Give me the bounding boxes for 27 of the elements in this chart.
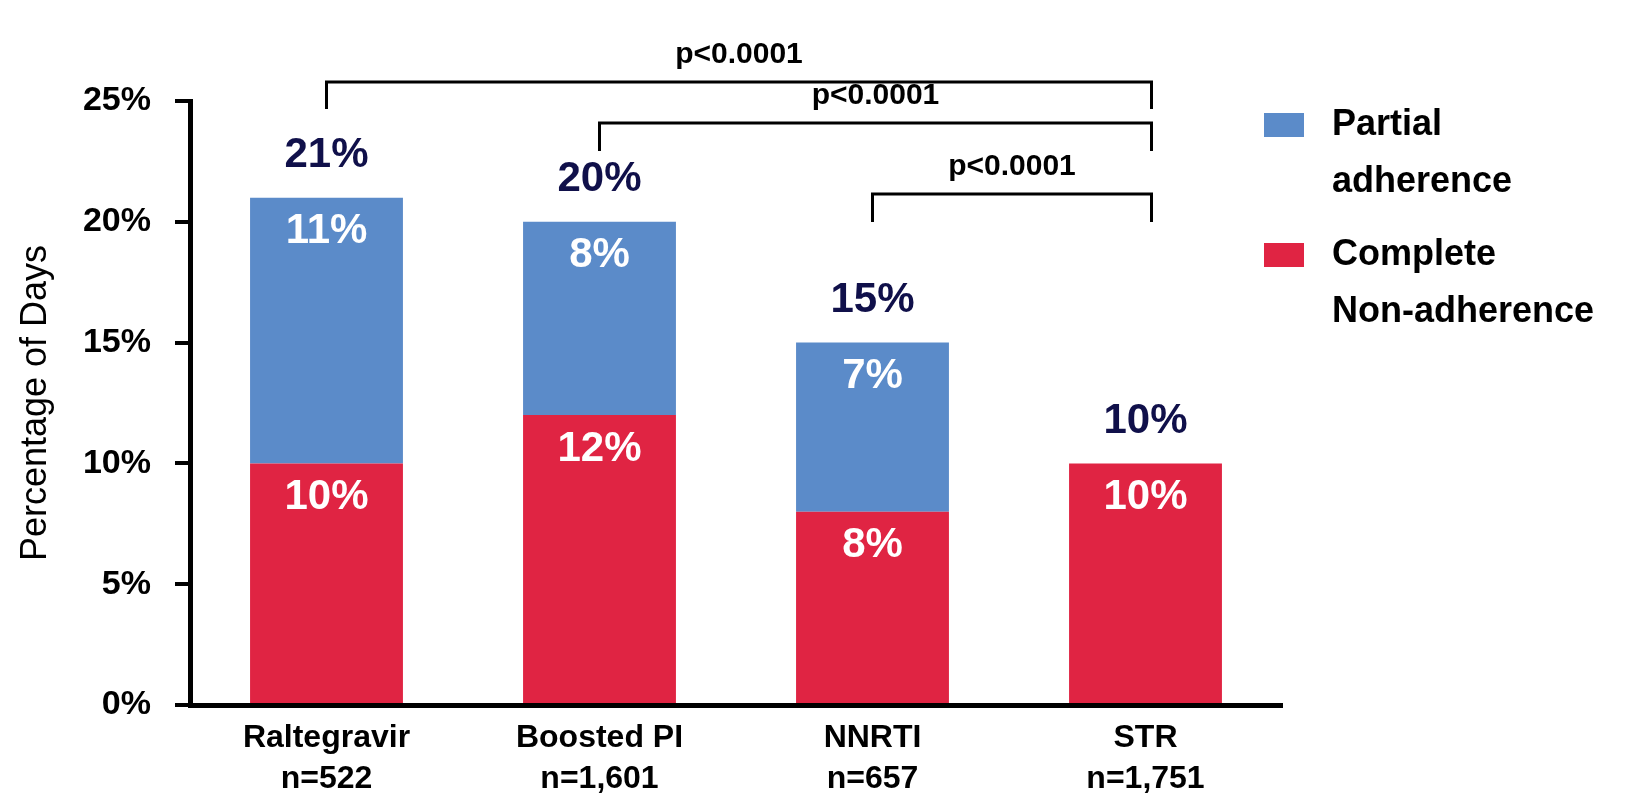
y-tick-label: 25% xyxy=(82,79,151,118)
x-tick-label: STR n=1,751 xyxy=(1086,717,1205,796)
total-label: 15% xyxy=(830,274,915,322)
x-tick-label: NNRTI n=657 xyxy=(823,717,922,796)
y-axis-title: Percentage of Days xyxy=(12,244,54,562)
y-tick-label: 0% xyxy=(101,683,151,722)
data-label: 8% xyxy=(842,519,903,567)
annotation: p<0.0001 xyxy=(948,148,1076,182)
total-label: 20% xyxy=(557,153,642,201)
legend-label: Partial adherence xyxy=(1332,101,1513,200)
x-tick-label: Raltegravir n=522 xyxy=(242,717,411,796)
text: p<0.0001 xyxy=(675,36,803,70)
total-label: 10% xyxy=(1103,394,1188,442)
y-tick-label: 10% xyxy=(82,441,151,480)
data-label: 11% xyxy=(285,205,368,253)
data-label: 7% xyxy=(842,350,903,398)
x-tick-label: Boosted PI n=1,601 xyxy=(515,717,684,796)
data-label: 12% xyxy=(557,422,642,470)
data-label: 10% xyxy=(1103,470,1188,518)
data-label: 10% xyxy=(284,470,369,518)
legend-label: Complete Non-adherence xyxy=(1332,231,1595,330)
total-label: 21% xyxy=(284,129,369,177)
y-tick-label: 15% xyxy=(82,320,151,359)
y-tick-label: 5% xyxy=(101,562,151,601)
y-tick-label: 20% xyxy=(82,200,151,239)
annotation: p<0.0001 xyxy=(811,77,940,111)
data-label: 8% xyxy=(569,229,630,277)
